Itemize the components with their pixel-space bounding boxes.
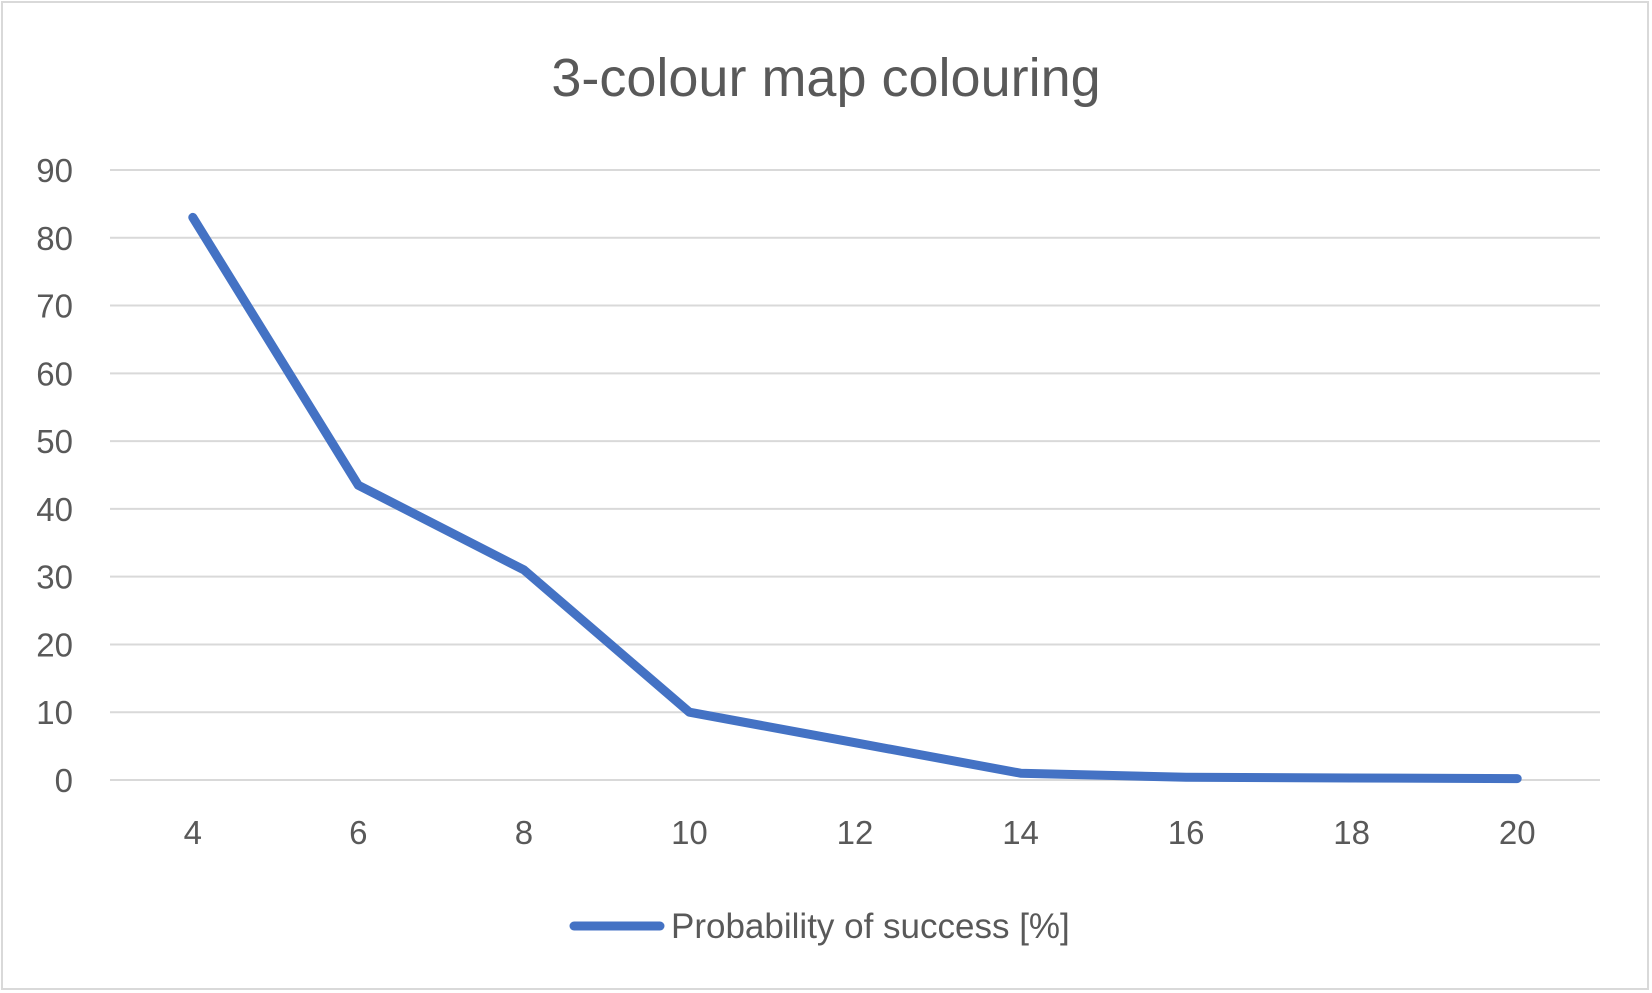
gridlines: [110, 169, 1600, 781]
y-tick-label: 50: [36, 423, 73, 460]
x-tick-label: 14: [1002, 814, 1039, 851]
x-tick-label: 10: [671, 814, 708, 851]
y-tick-label: 0: [55, 762, 73, 799]
y-tick-label: 60: [36, 355, 73, 392]
x-tick-label: 4: [184, 814, 202, 851]
data-point: [688, 711, 690, 713]
y-tick-label: 70: [36, 288, 73, 325]
data-point: [1185, 776, 1187, 778]
x-axis-tick-labels: 4 6 8 10 12 14 16 18 20: [184, 814, 1536, 851]
x-tick-label: 20: [1499, 814, 1536, 851]
y-tick-label: 40: [36, 491, 73, 528]
data-point: [357, 484, 359, 486]
y-tick-label: 20: [36, 626, 73, 663]
y-tick-label: 80: [36, 220, 73, 257]
legend-label: Probability of success [%]: [671, 907, 1070, 946]
x-tick-label: 8: [515, 814, 533, 851]
x-tick-label: 16: [1168, 814, 1205, 851]
data-point: [1351, 777, 1353, 779]
data-point: [1020, 772, 1022, 774]
y-axis-tick-labels: 0 10 20 30 40 50 60 70 80 90: [36, 152, 73, 799]
series-line: [188, 212, 1522, 784]
legend: Probability of success [%]: [569, 907, 1070, 946]
x-tick-label: 18: [1333, 814, 1370, 851]
x-tick-label: 12: [837, 814, 874, 851]
series-layer: [188, 212, 1522, 784]
y-tick-label: 10: [36, 694, 73, 731]
y-tick-label: 90: [36, 152, 73, 189]
data-point: [1516, 778, 1518, 780]
x-tick-label: 6: [349, 814, 367, 851]
data-point: [523, 569, 525, 571]
data-point: [854, 742, 856, 744]
chart-title: 3-colour map colouring: [551, 48, 1100, 108]
data-point: [192, 216, 194, 218]
y-tick-label: 30: [36, 559, 73, 596]
